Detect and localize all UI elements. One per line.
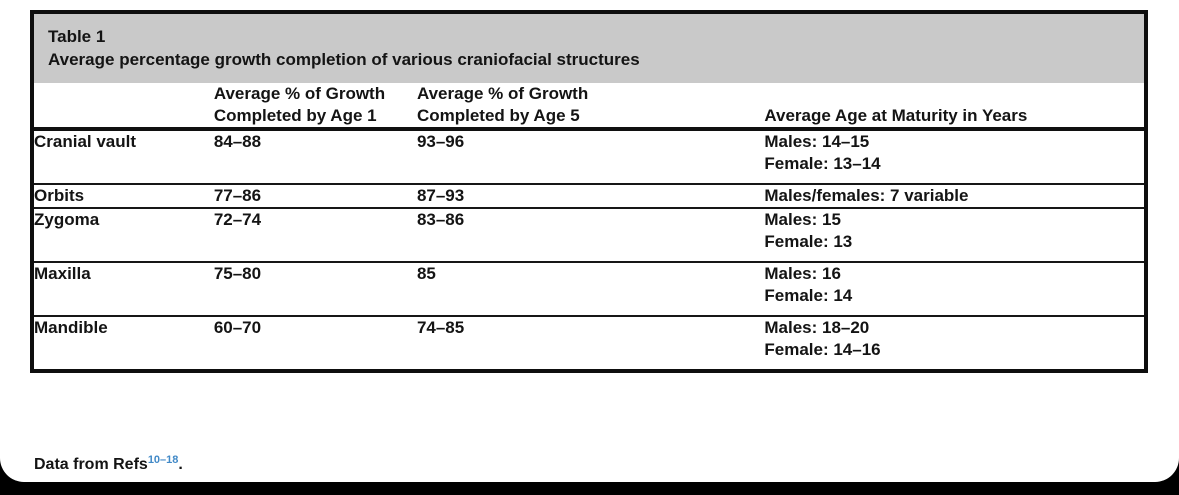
header-row: Average % of Growth Completed by Age 1 A…: [34, 83, 1144, 129]
growth-completion-table: Average % of Growth Completed by Age 1 A…: [34, 83, 1144, 369]
maturity-females: Female: 14–16: [764, 340, 881, 359]
age1-cell: 75–80: [213, 264, 262, 283]
header-structure: [34, 83, 214, 129]
maturity-males: Males: 16: [764, 264, 841, 283]
page-card: Table 1 Average percentage growth comple…: [0, 0, 1179, 482]
age5-cell: 83–86: [416, 210, 465, 229]
maturity-cell: Males: 14–15 Female: 13–14: [764, 129, 1144, 184]
table-row-maxilla: Maxilla 75–80 85 Males: 16 Female: 14: [34, 262, 1144, 316]
footnote: Data from Refs10–18.: [34, 454, 183, 474]
table-row-mandible: Mandible 60–70 74–85 Males: 18–20 Female…: [34, 316, 1144, 369]
maturity-females: Female: 13: [764, 232, 853, 251]
header-age5-line2: Completed by Age 5: [416, 106, 580, 125]
maturity-cell: Males: 18–20 Female: 14–16: [764, 316, 1144, 369]
structure-cell: Maxilla: [34, 264, 91, 283]
table-label: Table 1: [48, 27, 106, 46]
structure-cell: Mandible: [34, 318, 108, 337]
table-header: Average % of Growth Completed by Age 1 A…: [34, 83, 1144, 129]
table-caption-band: Table 1 Average percentage growth comple…: [34, 14, 1144, 83]
structure-cell: Zygoma: [34, 210, 100, 229]
age5-cell: 74–85: [416, 318, 465, 337]
age1-cell: 72–74: [213, 210, 262, 229]
header-age5: Average % of Growth Completed by Age 5: [417, 83, 764, 129]
header-maturity: Average Age at Maturity in Years: [764, 106, 1028, 125]
age1-cell: 84–88: [213, 132, 262, 151]
maturity-males-females: Males/females: 7 variable: [764, 186, 969, 205]
footnote-period: .: [178, 456, 183, 473]
table-body: Cranial vault 84–88 93–96 Males: 14–15 F…: [34, 129, 1144, 369]
maturity-females: Female: 13–14: [764, 154, 881, 173]
table-row-zygoma: Zygoma 72–74 83–86 Males: 15 Female: 13: [34, 208, 1144, 262]
structure-cell: Orbits: [34, 186, 85, 205]
age5-cell: 87–93: [416, 186, 465, 205]
maturity-cell: Males: 16 Female: 14: [764, 262, 1144, 316]
structure-cell: Cranial vault: [34, 132, 137, 151]
header-age1-line2: Completed by Age 1: [213, 106, 377, 125]
age1-cell: 77–86: [213, 186, 262, 205]
table-row-cranial-vault: Cranial vault 84–88 93–96 Males: 14–15 F…: [34, 129, 1144, 184]
header-age1: Average % of Growth Completed by Age 1: [214, 83, 417, 129]
maturity-females: Female: 14: [764, 286, 853, 305]
table-row-orbits: Orbits 77–86 87–93 Males/females: 7 vari…: [34, 184, 1144, 208]
maturity-males: Males: 14–15: [764, 132, 870, 151]
table-1-figure: Table 1 Average percentage growth comple…: [30, 10, 1148, 373]
maturity-males: Males: 18–20: [764, 318, 870, 337]
maturity-cell: Males: 15 Female: 13: [764, 208, 1144, 262]
header-age1-line1: Average % of Growth: [213, 84, 386, 103]
age5-cell: 85: [416, 264, 436, 283]
footnote-reference-link[interactable]: 10–18: [147, 454, 179, 466]
age1-cell: 60–70: [213, 318, 262, 337]
header-age5-line1: Average % of Growth: [416, 84, 589, 103]
table-caption: Average percentage growth completion of …: [48, 50, 640, 69]
age5-cell: 93–96: [416, 132, 465, 151]
footnote-text: Data from Refs: [34, 456, 148, 473]
maturity-cell: Males/females: 7 variable: [764, 184, 1144, 208]
maturity-males: Males: 15: [764, 210, 841, 229]
